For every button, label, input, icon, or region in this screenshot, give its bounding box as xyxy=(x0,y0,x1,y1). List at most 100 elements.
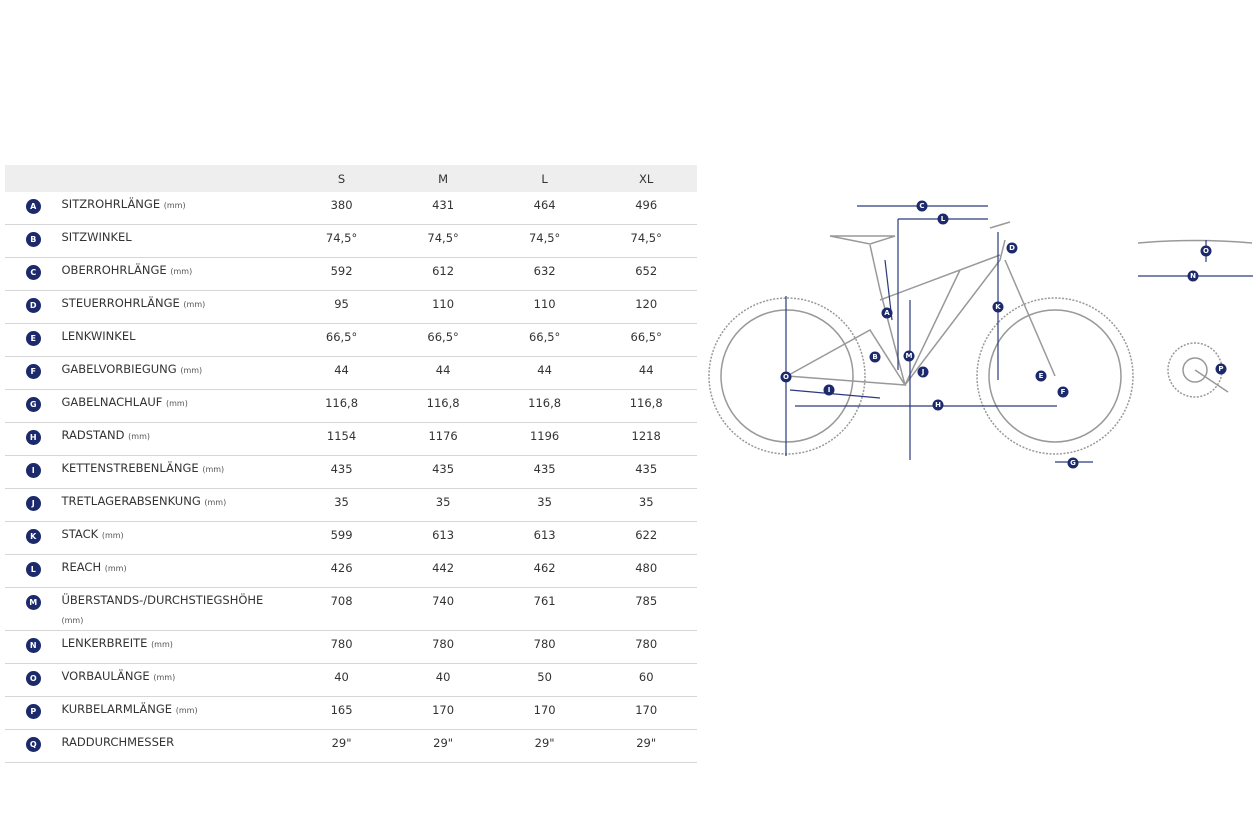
diagram-label: M xyxy=(906,352,913,360)
table-row: M ÜBERSTANDS-/DURCHSTIEGSHÖHE (mm) 708 740 7… xyxy=(5,587,697,631)
diagram-label: I xyxy=(828,386,831,394)
value-cell: 95 xyxy=(290,290,393,324)
value-cell: 780 xyxy=(392,630,494,664)
measure-name: SITZWINKEL xyxy=(61,230,132,244)
diagram-labels: A B C D E F G H I J K L M N O P O xyxy=(780,200,1227,469)
value-cell: 785 xyxy=(595,587,697,631)
value-cell: 622 xyxy=(595,521,697,555)
value-cell: 462 xyxy=(493,554,596,588)
label-circle xyxy=(1067,457,1079,469)
letter-badge: H xyxy=(25,430,41,445)
unit: (mm) xyxy=(183,300,206,309)
table-row: P KURBELARMLÄNGE (mm) 165 170 170 170 xyxy=(5,696,697,730)
letter-cell: I xyxy=(5,455,62,489)
label-circle xyxy=(1035,370,1047,382)
value-cell: 35 xyxy=(290,488,393,522)
label-circle xyxy=(1057,386,1069,398)
value-cell: 74,5° xyxy=(290,224,393,258)
table-row: E LENKWINKEL 66,5° 66,5° 66,5° 66,5° xyxy=(5,323,697,357)
letter-badge: O xyxy=(25,671,41,686)
value-cell: 612 xyxy=(392,257,494,291)
value-cell: 435 xyxy=(392,455,494,489)
value-cell: 44 xyxy=(392,356,494,390)
measure-name: RADSTAND xyxy=(61,428,125,442)
name-cell: LENKWINKEL xyxy=(61,323,291,357)
name-cell: KETTENSTREBENLÄNGE (mm) xyxy=(61,455,291,489)
table-row: I KETTENSTREBENLÄNGE (mm) 435 435 435 435 xyxy=(5,455,697,489)
unit: (mm) xyxy=(128,432,150,441)
unit: (mm) xyxy=(170,267,193,276)
value-cell: 40 xyxy=(392,663,494,697)
value-cell: 1176 xyxy=(392,422,494,456)
value-cell: 29" xyxy=(595,729,697,763)
column-header: L xyxy=(493,165,596,192)
value-cell: 431 xyxy=(392,192,494,225)
name-cell: SITZROHRLÄNGE (mm) xyxy=(61,192,291,225)
letter-badge: Q xyxy=(25,737,41,752)
letter-badge: M xyxy=(25,595,41,610)
label-circle xyxy=(903,350,915,362)
letter-cell: K xyxy=(5,521,62,555)
value-cell: 170 xyxy=(392,696,494,730)
bike-diagram: A B C D E F G H I J K L M N O P O xyxy=(708,200,1253,469)
diagram-label: O xyxy=(783,373,789,381)
value-cell: 74,5° xyxy=(392,224,494,258)
measure-name: RADDURCHMESSER xyxy=(61,735,175,749)
unit: (mm) xyxy=(175,706,198,715)
name-cell: TRETLAGERABSENKUNG (mm) xyxy=(61,488,291,522)
column-header: XL xyxy=(595,165,697,192)
name-cell: RADDURCHMESSER xyxy=(61,729,291,763)
unit: (mm) xyxy=(153,673,176,682)
name-cell: STACK (mm) xyxy=(61,521,291,555)
name-cell: KURBELARMLÄNGE (mm) xyxy=(61,696,291,730)
value-cell: 435 xyxy=(493,455,596,489)
diagram-label: G xyxy=(1070,459,1076,467)
unit: (mm) xyxy=(166,399,188,408)
value-cell: 780 xyxy=(290,630,393,664)
table-row: G GABELNACHLAUF (mm) 116,8 116,8 116,8 116,8 xyxy=(5,389,697,423)
value-cell: 435 xyxy=(290,455,393,489)
letter-badge: D xyxy=(25,298,41,313)
value-cell: 40 xyxy=(290,663,393,697)
value-cell: 708 xyxy=(290,587,393,631)
measure-name: KETTENSTREBENLÄNGE xyxy=(61,461,199,475)
letter-badge: J xyxy=(25,496,41,511)
table-row: F GABELVORBIEGUNG (mm) 44 44 44 44 xyxy=(5,356,697,390)
name-cell: OBERROHRLÄNGE (mm) xyxy=(61,257,291,291)
diagram-label: E xyxy=(1039,372,1044,380)
letter-badge: A xyxy=(25,199,41,214)
unit: (mm) xyxy=(180,366,203,375)
value-cell: 50 xyxy=(493,663,596,697)
value-cell: 380 xyxy=(290,192,393,225)
measure-name: LENKERBREITE xyxy=(61,636,148,650)
value-cell: 116,8 xyxy=(493,389,596,423)
geometry-table: S M L XL A SITZROHRLÄNGE (mm) 380 431 464 496 B SI… xyxy=(5,165,697,763)
unit: (mm) xyxy=(61,616,84,625)
measure-name: TRETLAGERABSENKUNG xyxy=(61,494,201,508)
measure-name: GABELNACHLAUF xyxy=(61,395,163,409)
value-cell: 1196 xyxy=(493,422,596,456)
measure-name: GABELVORBIEGUNG xyxy=(61,362,177,376)
letter-badge: I xyxy=(25,463,41,478)
value-cell: 740 xyxy=(392,587,494,631)
name-cell: SITZWINKEL xyxy=(61,224,291,258)
value-cell: 464 xyxy=(493,192,596,225)
value-cell: 1218 xyxy=(595,422,697,456)
unit: (mm) xyxy=(204,498,227,507)
value-cell: 35 xyxy=(595,488,697,522)
measure-name: LENKWINKEL xyxy=(61,329,136,343)
letter-cell: C xyxy=(5,257,62,291)
label-circle xyxy=(992,301,1004,313)
value-cell: 66,5° xyxy=(595,323,697,357)
diagram-label: J xyxy=(921,368,925,376)
letter-badge: L xyxy=(25,562,41,577)
letter-cell: B xyxy=(5,224,62,258)
value-cell: 110 xyxy=(493,290,596,324)
value-cell: 60 xyxy=(595,663,697,697)
value-cell: 592 xyxy=(290,257,393,291)
table-row: J TRETLAGERABSENKUNG (mm) 35 35 35 35 xyxy=(5,488,697,522)
unit: (mm) xyxy=(163,201,186,210)
label-circle xyxy=(780,371,792,383)
diagram-label: K xyxy=(995,303,1001,311)
table-row: H RADSTAND (mm) 1154 1176 1196 1218 xyxy=(5,422,697,456)
